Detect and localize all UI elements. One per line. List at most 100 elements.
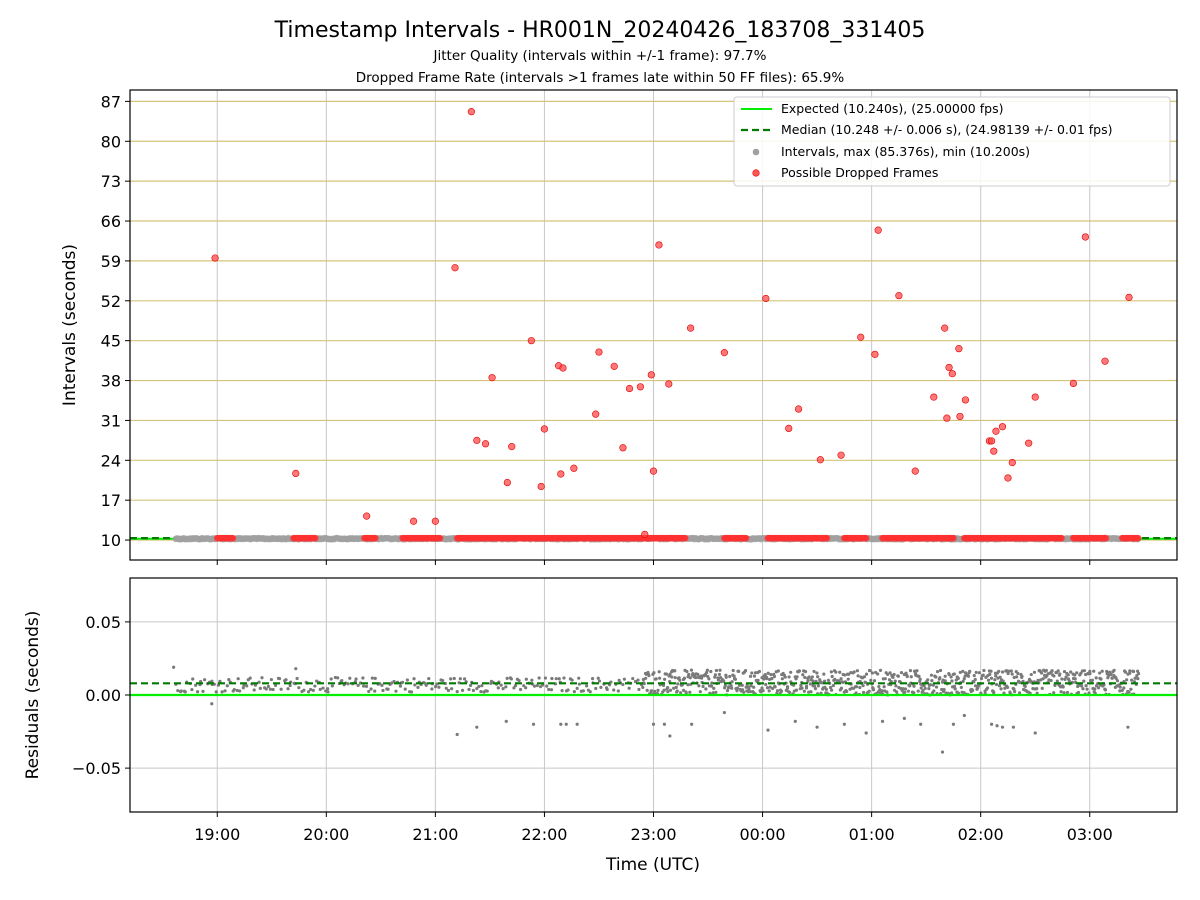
residual-point (398, 684, 403, 688)
residual-point (612, 688, 616, 692)
dropped-frame-point (1081, 233, 1089, 241)
residual-point (416, 685, 420, 689)
residual-point (1099, 677, 1103, 681)
residual-point (861, 684, 865, 688)
residual-point (883, 677, 887, 681)
residual-point (321, 686, 325, 690)
dropped-frame-point (570, 464, 578, 472)
dropped-frame-point (762, 294, 770, 303)
residual-point (1069, 670, 1073, 674)
residual-point (959, 685, 963, 690)
residual-point (210, 702, 214, 706)
residual-point (894, 684, 898, 688)
residual-point (1133, 676, 1137, 680)
residual-point (972, 673, 976, 678)
residual-point (681, 688, 686, 692)
residual-point (1002, 691, 1006, 695)
residual-point (871, 688, 876, 692)
residual-point (644, 676, 648, 680)
residual-point (1015, 675, 1019, 679)
residual-point (816, 684, 820, 688)
residual-point (413, 683, 417, 687)
residual-point (269, 677, 274, 682)
residual-point (711, 691, 715, 695)
dropped-frame-point (641, 530, 649, 538)
dropped-frame-point (467, 108, 475, 116)
residual-point (1040, 671, 1044, 675)
residual-point (1011, 725, 1016, 729)
x-tick-label: 19:00 (194, 825, 240, 844)
dropped-frame-point (941, 324, 949, 332)
residual-point (688, 676, 692, 680)
residual-point (575, 722, 579, 726)
residual-point (756, 678, 760, 682)
residual-point (886, 672, 890, 677)
residual-points (172, 665, 1141, 754)
residual-point (1035, 686, 1039, 691)
dropped-frame-point (559, 364, 567, 372)
chart-title: Timestamp Intervals - HR001N_20240426_18… (274, 18, 926, 43)
residual-point (765, 677, 769, 681)
residual-point (467, 687, 471, 692)
dropped-frame-point (311, 534, 319, 542)
residual-point (930, 679, 934, 683)
residual-point (994, 682, 999, 687)
residual-point (872, 679, 877, 683)
residual-point (562, 676, 566, 680)
residual-point (709, 669, 713, 674)
residual-point (704, 687, 708, 691)
residual-point (477, 684, 481, 689)
residual-point (918, 677, 922, 681)
residual-point (566, 688, 570, 692)
residual-point (594, 686, 598, 691)
residual-point (631, 676, 635, 681)
residual-point (698, 690, 702, 694)
residual-point (994, 674, 998, 678)
residual-point (1040, 686, 1044, 690)
residual-point (441, 678, 445, 683)
residual-point (545, 684, 549, 688)
residual-point (1088, 672, 1092, 676)
residual-point (929, 673, 934, 677)
residual-point (172, 665, 176, 669)
residual-point (981, 673, 985, 677)
residual-point (649, 689, 654, 693)
residual-point (225, 684, 229, 688)
residual-point (271, 687, 275, 692)
residual-point (689, 668, 694, 672)
x-tick-label: 03:00 (1067, 825, 1113, 844)
dropped-frame-point (436, 534, 444, 542)
residual-point (958, 670, 962, 675)
residual-point (354, 677, 358, 681)
residual-point (313, 684, 317, 688)
dropped-frame-point (481, 440, 490, 448)
residual-point (412, 677, 416, 681)
residual-point (1052, 691, 1056, 695)
residual-point (877, 684, 881, 689)
intervals-x-ticks (216, 560, 1091, 565)
residual-point (737, 669, 741, 673)
residual-point (1109, 672, 1113, 677)
residual-point (652, 671, 656, 675)
residual-point (302, 688, 306, 692)
residual-point (1065, 690, 1070, 695)
residual-point (531, 722, 536, 726)
legend-intervals-label: Intervals, max (85.376s), min (10.200s) (781, 144, 1030, 159)
residual-point (297, 686, 301, 690)
residual-point (944, 691, 948, 695)
dropped-frame-point (681, 534, 689, 542)
legend-intervals-swatch (752, 148, 760, 156)
residual-point (767, 689, 771, 693)
residual-point (1128, 669, 1132, 673)
residual-point (808, 682, 812, 686)
dropped-frame-point (363, 512, 371, 520)
residual-point (1012, 687, 1016, 691)
residual-point (679, 691, 683, 695)
residual-point (1029, 672, 1033, 677)
y-tick-label: 38 (101, 372, 121, 391)
residual-point (1087, 691, 1091, 695)
dropped-frame-point (943, 414, 951, 422)
dropped-frame-point (537, 482, 545, 491)
residual-point (811, 679, 815, 683)
dropped-frame-point (1031, 393, 1039, 401)
